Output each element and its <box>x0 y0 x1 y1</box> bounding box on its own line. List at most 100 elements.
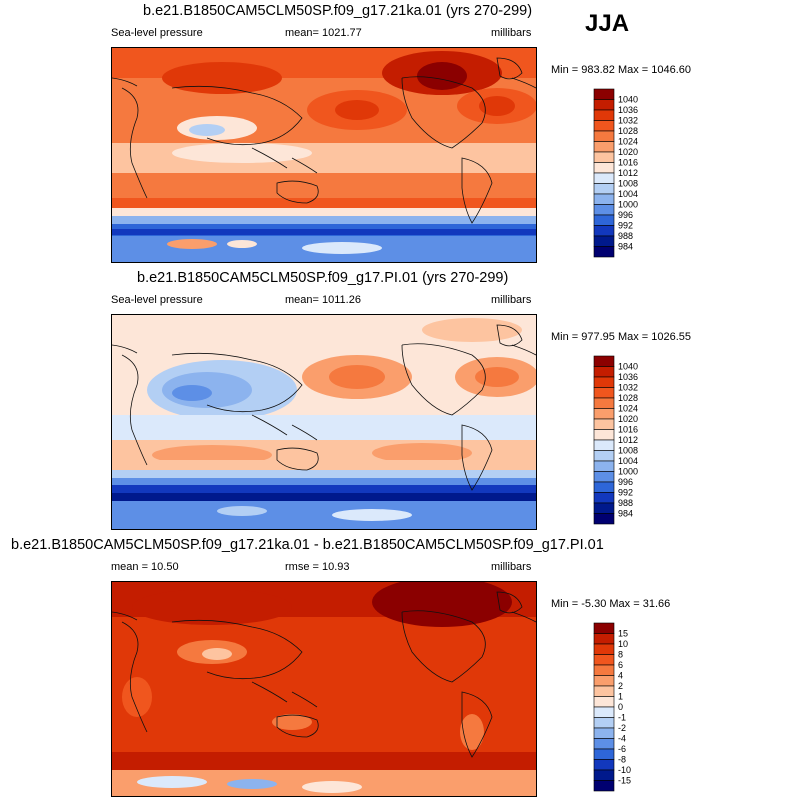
colorbar-box <box>593 387 615 399</box>
colorbar-box <box>593 675 615 687</box>
panel-1-colorbar: 1040 1036 1032 1028 1024 1020 1016 1012 1008 1004… <box>593 88 654 259</box>
coast-south-america <box>461 691 493 758</box>
colorbar-box <box>593 88 615 100</box>
colorbar-box <box>593 235 615 247</box>
coast-greenland <box>496 324 523 347</box>
colorbar-box <box>593 366 615 378</box>
colorbar-label: 1028 <box>618 126 638 136</box>
south-pacific-high <box>372 443 472 463</box>
colorbar-label: 1000 <box>618 467 638 477</box>
colorbar-label: -15 <box>618 776 631 786</box>
colorbar-label: 1036 <box>618 372 638 382</box>
atlantic-high-core <box>475 367 519 387</box>
panel-3-colorbar: 15 10 8 6 4 2 1 0 -1 -2 -4 -6 -8 -10 -15 <box>593 622 654 793</box>
panel-1-mean-label: mean= 1021.77 <box>285 27 362 39</box>
coast-africa <box>121 621 148 733</box>
panel-3-stats: Min = -5.30 Max = 31.66 <box>551 598 671 610</box>
coast-se-asia <box>251 681 318 708</box>
colorbar-label: 1032 <box>618 383 638 393</box>
southern-ocean-4 <box>112 493 536 501</box>
colorbar-label: 1028 <box>618 393 638 403</box>
colorbar-box <box>593 109 615 121</box>
colorbar-label: 1036 <box>618 105 638 115</box>
coast-se-asia <box>251 414 318 441</box>
tropical-band <box>112 415 536 440</box>
panel-2-mean-label: mean= 1011.26 <box>285 294 361 306</box>
panel-1-units-label: millibars <box>491 27 532 39</box>
colorbar-label: 1032 <box>618 116 638 126</box>
north-america-high-core <box>417 62 467 90</box>
antarctic-high-2 <box>332 509 412 521</box>
colorbar-box <box>593 439 615 451</box>
antarctic-high-1 <box>167 239 217 249</box>
colorbar-box <box>593 471 615 483</box>
panel-1-colorbar-svg: 1040103610321028102410201016101210081004… <box>593 88 638 258</box>
colorbar-label: -10 <box>618 765 631 775</box>
coast-greenland <box>496 57 523 80</box>
colorbar-label: 2 <box>618 681 623 691</box>
colorbar-box <box>593 481 615 493</box>
eurasia-max <box>132 589 292 625</box>
coast-africa <box>121 87 148 199</box>
asian-low-core <box>189 124 225 136</box>
colorbar-label: 1016 <box>618 158 638 168</box>
colorbar-label: 0 <box>618 702 623 712</box>
colorbar-box <box>593 151 615 163</box>
colorbar-label: 988 <box>618 231 633 241</box>
coast-south-america <box>461 424 493 491</box>
colorbar-label: 984 <box>618 509 633 519</box>
colorbar-box <box>593 225 615 237</box>
colorbar-box <box>593 748 615 760</box>
colorbar-label: -8 <box>618 755 626 765</box>
southern-ocean-2 <box>112 478 536 485</box>
colorbar-label: 1000 <box>618 200 638 210</box>
colorbar-label: 1016 <box>618 425 638 435</box>
panel-3-units-label: millibars <box>491 561 532 573</box>
colorbar-box <box>593 664 615 676</box>
panel-2-colorbar: 1040 1036 1032 1028 1024 1020 1016 1012 1008 1004… <box>593 355 654 526</box>
coast-europe <box>112 611 536 623</box>
colorbar-box <box>593 643 615 655</box>
colorbar-box <box>593 450 615 462</box>
panel-1-title: b.e21.B1850CAM5CLM50SP.f09_g17.21ka.01 (… <box>143 3 533 19</box>
colorbar-label: -4 <box>618 734 626 744</box>
colorbar-label: 1008 <box>618 179 638 189</box>
north-atlantic-high <box>422 318 522 342</box>
colorbar-label: 1024 <box>618 404 638 414</box>
colorbar-box <box>593 696 615 708</box>
australia-weak <box>272 714 312 730</box>
colorbar-label: 15 <box>618 629 628 639</box>
coast-australia <box>276 180 319 204</box>
pacific-high-core <box>329 365 385 389</box>
colorbar-box <box>593 183 615 195</box>
atlantic-high-core <box>479 96 515 116</box>
panel-2-title: b.e21.B1850CAM5CLM50SP.f09_g17.PI.01 (yr… <box>137 270 509 286</box>
africa-weak <box>122 677 152 717</box>
colorbar-box <box>593 780 615 792</box>
panel-3-title: b.e21.B1850CAM5CLM50SP.f09_g17.21ka.01 -… <box>11 537 604 553</box>
panel-3-mean-label: mean = 10.50 <box>111 561 179 573</box>
colorbar-label: 8 <box>618 650 623 660</box>
asian-low-core <box>172 385 212 401</box>
colorbar-label: 1040 <box>618 95 638 105</box>
colorbar-label: 996 <box>618 210 633 220</box>
southern-ocean-4 <box>112 229 536 235</box>
colorbar-label: 988 <box>618 498 633 508</box>
colorbar-box <box>593 246 615 258</box>
colorbar-label: 996 <box>618 477 633 487</box>
panel-2-map <box>111 314 537 530</box>
colorbar-label: 1012 <box>618 435 638 445</box>
colorbar-box <box>593 706 615 718</box>
colorbar-box <box>593 162 615 174</box>
colorbar-label: 1 <box>618 692 623 702</box>
coast-north-america <box>401 76 486 149</box>
colorbar-label: 984 <box>618 242 633 252</box>
colorbar-label: 1004 <box>618 456 638 466</box>
season-label: JJA <box>585 10 630 37</box>
panel-3-rmse-label: rmse = 10.93 <box>285 561 350 573</box>
panel-2-variable-label: Sea-level pressure <box>111 294 203 306</box>
coast-south-america <box>461 157 493 224</box>
colorbar-label: 1024 <box>618 137 638 147</box>
panel-1-stats: Min = 983.82 Max = 1046.60 <box>551 64 692 76</box>
southern-ocean-3 <box>112 485 536 495</box>
